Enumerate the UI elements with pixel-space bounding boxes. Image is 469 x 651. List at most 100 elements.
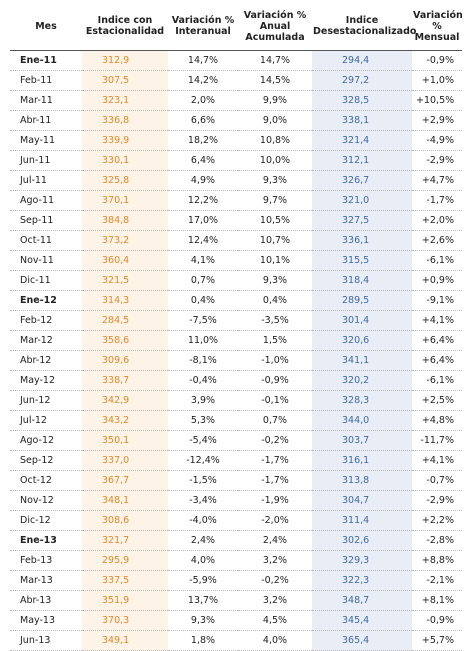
table-row: Feb-13 295,9 4,0% 3,2% 329,3 +8,8% [10,550,462,571]
table-cell: 314,3 [82,290,168,311]
table-cell: +6,4% [412,350,462,371]
table-cell: 3,2% [238,550,312,571]
table-cell: +4,1% [412,310,462,331]
table-cell: 9,3% [238,270,312,291]
table-cell: 321,7 [82,530,168,551]
column-header: Mes [10,2,82,51]
table-cell: +6,4% [412,330,462,351]
table-cell: -1,9% [238,490,312,511]
table-row: Mar-11 323,1 2,0% 9,9% 328,5 +10,5% [10,90,462,111]
table-cell: Mar-12 [10,330,82,351]
table-cell: 4,9% [168,170,238,191]
table-cell: 373,2 [82,230,168,251]
table-cell: 330,1 [82,150,168,171]
table-row: Sep-12 337,0 -12,4% -1,7% 316,1 +4,1% [10,450,462,471]
table-cell: Jun-13 [10,630,82,651]
table-cell: -9,1% [412,290,462,311]
table-cell: 10,7% [238,230,312,251]
table-cell: 0,7% [168,270,238,291]
table-cell: +2,0% [412,210,462,231]
table-cell: 4,0% [168,550,238,571]
table-cell: 10,5% [238,210,312,231]
table-cell: 302,6 [312,530,412,551]
table-cell: -3,5% [238,310,312,331]
table-cell: 14,5% [238,70,312,91]
table-cell: -1,0% [238,350,312,371]
table-cell: 336,8 [82,110,168,131]
table-cell: -8,1% [168,350,238,371]
table-cell: 318,4 [312,270,412,291]
table-cell: -11,7% [412,430,462,451]
data-table: Mes Indice con Estacionalidad Variación % … [10,2,463,651]
table-row: Sep-11 384,8 17,0% 10,5% 327,5 +2,0% [10,210,462,231]
table-row: Nov-12 348,1 -3,4% -1,9% 304,7 -2,9% [10,490,462,511]
table-cell: May-12 [10,370,82,391]
table-cell: Abr-11 [10,110,82,131]
table-cell: 313,8 [312,470,412,491]
table-cell: +2,2% [412,510,462,531]
table-cell: 321,5 [82,270,168,291]
table-cell: 311,4 [312,510,412,531]
table-cell: 315,5 [312,250,412,271]
table-cell: 301,4 [312,310,412,331]
table-cell: -4,0% [168,510,238,531]
table-cell: 323,1 [82,90,168,111]
table-cell: 316,1 [312,450,412,471]
table-cell: 14,7% [238,50,312,71]
table-cell: 14,2% [168,70,238,91]
table-cell: Jun-12 [10,390,82,411]
table-cell: 312,1 [312,150,412,171]
table-cell: 0,7% [238,410,312,431]
table-row: Dic-12 308,6 -4,0% -2,0% 311,4 +2,2% [10,510,462,531]
table-cell: Oct-12 [10,470,82,491]
table-row: Ago-12 350,1 -5,4% -0,2% 303,7 -11,7% [10,430,462,451]
table-cell: 344,0 [312,410,412,431]
table-cell: 320,2 [312,370,412,391]
table-row: Abr-11 336,8 6,6% 9,0% 338,1 +2,9% [10,110,462,131]
table-cell: 370,1 [82,190,168,211]
table-cell: 9,7% [238,190,312,211]
table-cell: +2,9% [412,110,462,131]
table-row: Feb-12 284,5 -7,5% -3,5% 301,4 +4,1% [10,310,462,331]
table-cell: -1,5% [168,470,238,491]
column-header: Indice Desestacionalizado [312,2,416,51]
table-cell: -2,9% [412,150,462,171]
table-cell: 342,9 [82,390,168,411]
table-cell: 309,6 [82,350,168,371]
column-header: Variación % Anual Acumulada [238,2,312,51]
table-cell: 312,9 [82,50,168,71]
column-header: Indice con Estacionalidad [82,2,168,51]
table-cell: Feb-12 [10,310,82,331]
table-cell: 360,4 [82,250,168,271]
table-cell: 9,9% [238,90,312,111]
table-cell: +2,6% [412,230,462,251]
table-cell: 320,6 [312,330,412,351]
column-header: Variación % Mensual [412,2,463,51]
table-cell: 304,7 [312,490,412,511]
table-cell: -2,9% [412,490,462,511]
table-cell: Abr-12 [10,350,82,371]
table-cell: Mar-13 [10,570,82,591]
table-cell: -1,7% [238,470,312,491]
table-cell: Dic-12 [10,510,82,531]
table-cell: 337,0 [82,450,168,471]
table-cell: 12,2% [168,190,238,211]
table-cell: Feb-13 [10,550,82,571]
table-cell: -12,4% [168,450,238,471]
table-cell: 339,9 [82,130,168,151]
table-cell: Mar-11 [10,90,82,111]
table-cell: 328,3 [312,390,412,411]
table-cell: +8,8% [412,550,462,571]
table-cell: 9,3% [168,610,238,631]
table-cell: -0,4% [168,370,238,391]
table-cell: 6,6% [168,110,238,131]
table-cell: -7,5% [168,310,238,331]
table-cell: 9,3% [238,170,312,191]
table-cell: 325,8 [82,170,168,191]
table-cell: 3,2% [238,590,312,611]
table-cell: 4,1% [168,250,238,271]
table-cell: -0,2% [238,570,312,591]
table-cell: 5,3% [168,410,238,431]
table-row: Ago-11 370,1 12,2% 9,7% 321,0 -1,7% [10,190,462,211]
